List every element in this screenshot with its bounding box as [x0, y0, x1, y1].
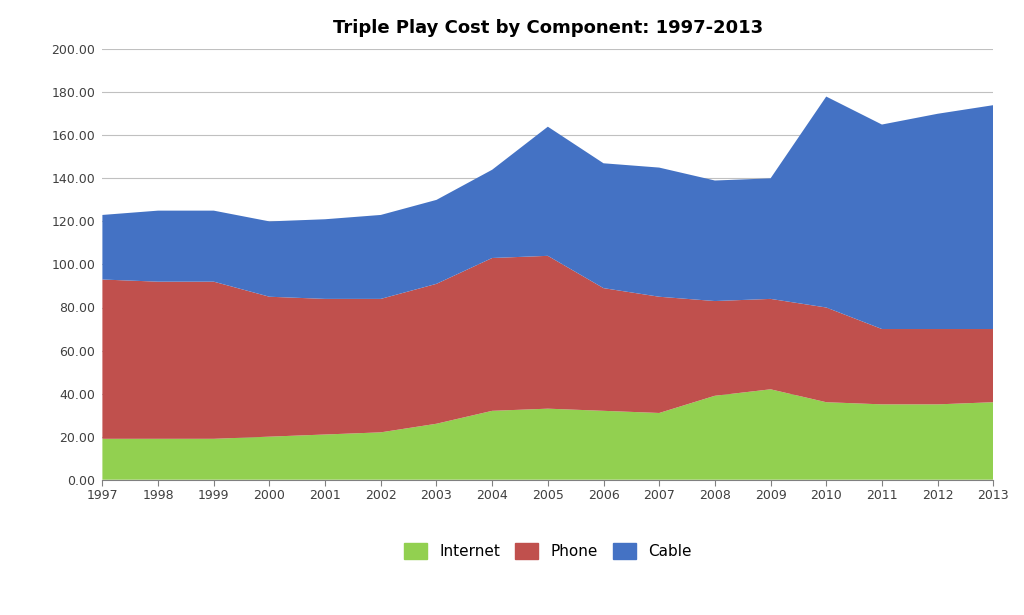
Legend: Internet, Phone, Cable: Internet, Phone, Cable — [396, 536, 699, 567]
Title: Triple Play Cost by Component: 1997-2013: Triple Play Cost by Component: 1997-2013 — [333, 18, 763, 36]
